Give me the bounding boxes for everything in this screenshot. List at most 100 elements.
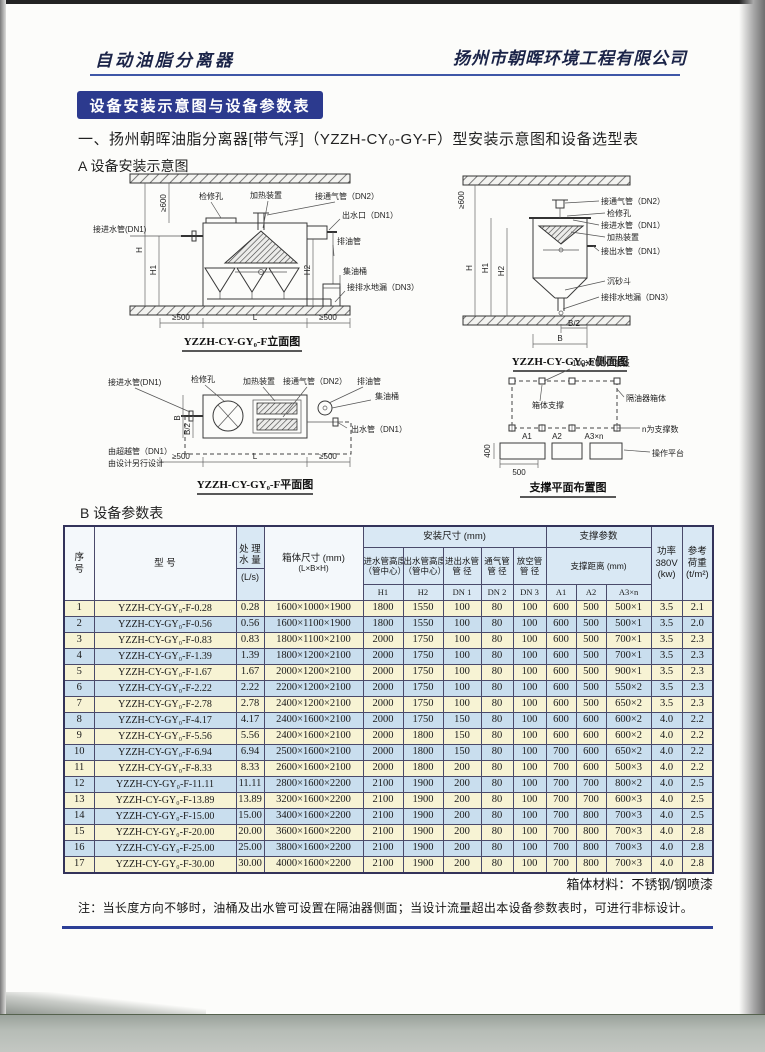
separator-box-label: 隔油器箱体 [626,393,666,403]
table-cell: 1900 [402,856,444,874]
slabs [462,175,631,326]
dim-h-label: H [465,265,474,271]
table-cell: 14 [63,808,95,825]
support-pads [508,377,621,432]
table-cell: 2.8 [681,824,714,841]
dim-500-right-label: ≥500 [319,313,337,322]
table-cell: 2.8 [681,856,714,874]
table-cell: 1600×1100×1900 [263,616,364,633]
table-cell: 4.0 [650,712,683,729]
table-cell: YZZH-CY-GY₀-F-4.17 [93,712,237,729]
table-cell: 100 [442,664,482,681]
table-cell: 5 [63,664,95,681]
table-cell: 1900 [402,776,444,793]
table-cell: 2.5 [681,792,714,809]
table-cell: 500 [575,696,607,713]
table-cell: 2.3 [681,696,714,713]
support-count-note: n为支撑数 [642,424,678,434]
group-header-support: 支撑参数 [545,525,652,548]
table-cell: 0.28 [235,600,265,617]
table-cell: 80 [480,680,514,697]
elevation-caption: YZZH-CY-GY₀-F立面图 [184,334,301,348]
side-view-caption: YZZH-CY-GY₀-F侧面图 [512,354,629,368]
col-header-vent-pipe: 通气管管 径 [480,547,514,585]
table-cell: 0.83 [235,632,265,649]
table-cell: 30.00 [235,856,265,874]
table-cell: 2.5 [681,776,714,793]
table-cell: 700×3 [605,808,652,825]
key-a3n: A3×n [605,584,652,601]
table-cell: 700×1 [605,632,652,649]
table-cell: 2.2 [681,728,714,745]
dimension-lines [144,183,351,328]
table-cell: 1750 [402,712,444,729]
table-cell: 100 [442,616,482,633]
table-cell: 5.56 [235,728,265,745]
table-cell: YZZH-CY-GY₀-F-1.67 [93,664,237,681]
table-cell: 4.0 [650,728,683,745]
dimension-lines [159,395,351,467]
oil-drain-pipe-label: 排油管 [357,376,381,386]
table-cell: 3.5 [650,632,683,649]
table-cell: 3.5 [650,616,683,633]
table-cell: 2100 [362,856,404,874]
table-cell: 100 [512,728,547,745]
table-cell: 2000 [362,680,404,697]
table-cell: 100 [512,600,547,617]
scan-edge-right [739,0,765,1052]
table-cell: 4.0 [650,808,683,825]
table-cell: 100 [512,776,547,793]
table-cell: 500 [575,600,607,617]
table-cell: 1750 [402,680,444,697]
box-support-label: 箱体支撑 [532,400,564,410]
dim-600-label: ≥600 [457,191,466,209]
table-cell: 1800×1100×2100 [263,632,364,649]
table-cell: 3600×1600×2200 [263,824,364,841]
table-cell: 900×1 [605,664,652,681]
table-row: 12 YZZH-CY-GY₀-F-11.11 11.11 2800×1600×2200… [63,776,714,793]
table-cell: 2.22 [235,680,265,697]
table-cell: 80 [480,600,514,617]
table-cell: 700 [545,824,577,841]
table-cell: 2000 [362,712,404,729]
table-cell: 600×2 [605,712,652,729]
dim-h1-label: H1 [481,262,490,273]
table-row: 16 YZZH-CY-GY₀-F-25.00 25.00 3800×1600×2200… [63,840,714,857]
table-cell: 600 [575,712,607,729]
table-cell: 100 [442,600,482,617]
dim-a2-label: A2 [552,432,562,441]
table-cell: YZZH-CY-GY₀-F-2.22 [93,680,237,697]
table-cell: 600 [545,712,577,729]
dim-600-label: ≥600 [159,194,168,212]
table-cell: 600 [545,632,577,649]
dim-b-label: B [557,334,562,343]
table-cell: 3200×1600×2200 [263,792,364,809]
access-hatch-label: 检修孔 [607,208,631,218]
table-cell: 4.0 [650,856,683,874]
table-cell: 100 [442,632,482,649]
scan-shadow [6,992,206,1014]
tank [181,394,343,439]
table-row: 17 YZZH-CY-GY₀-F-30.00 30.00 4000×1600×2200… [63,856,714,874]
table-row: 10 YZZH-CY-GY₀-F-6.94 6.94 2500×1600×2100 20… [63,744,714,761]
table-cell: 650×2 [605,744,652,761]
table-cell: YZZH-CY-GY₀-F-6.94 [93,744,237,761]
table-cell: 2100 [362,808,404,825]
inlet-dn1-label: 接进水管（DN1） [601,220,665,230]
dim-400-label: 400 [483,444,492,458]
table-cell: 1750 [402,664,444,681]
table-cell: 700 [575,792,607,809]
dim-500-label: 500 [512,468,526,477]
dim-h2-label: H2 [497,265,506,276]
table-cell: 600 [575,760,607,777]
table-cell: 1750 [402,648,444,665]
table-cell: YZZH-CY-GY₀-F-25.00 [93,840,237,857]
table-cell: 2.3 [681,632,714,649]
table-cell: 13.89 [235,792,265,809]
table-cell: 4.0 [650,776,683,793]
floor-drain-dn3-label: 接排水地漏（DN3） [347,282,419,292]
table-cell: 2000 [362,744,404,761]
table-cell: 80 [480,664,514,681]
table-cell: 100 [512,840,547,857]
table-cell: 800 [575,824,607,841]
